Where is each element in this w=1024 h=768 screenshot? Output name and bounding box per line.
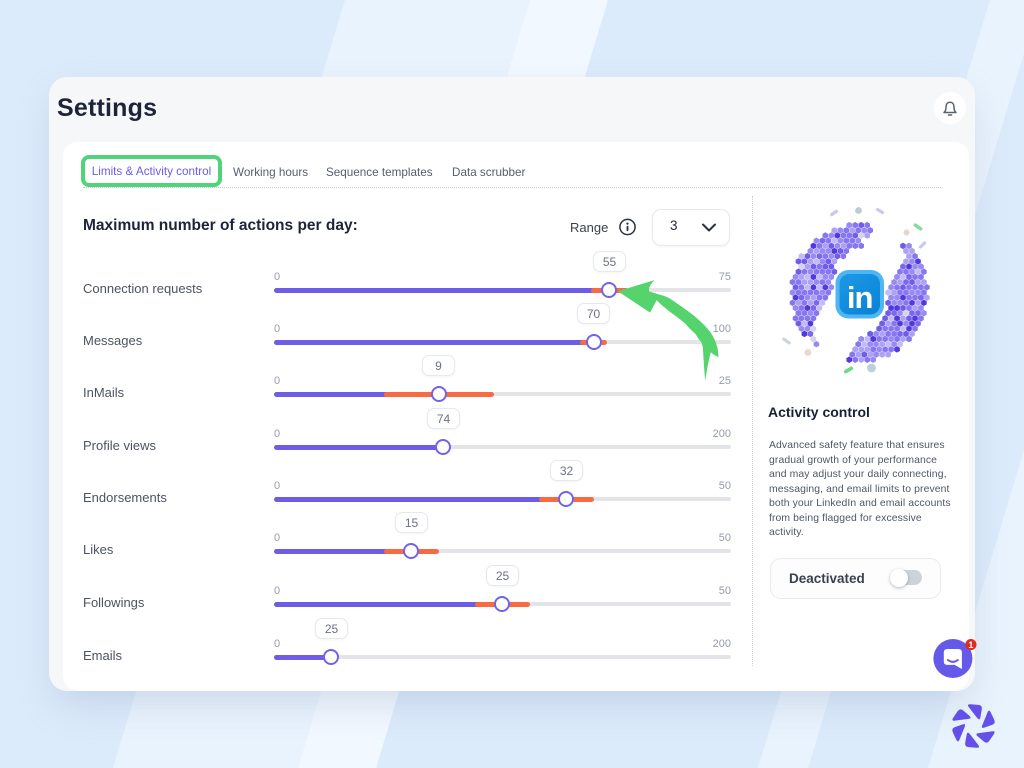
svg-text:1: 1 — [968, 640, 973, 650]
svg-text:in: in — [847, 280, 873, 315]
